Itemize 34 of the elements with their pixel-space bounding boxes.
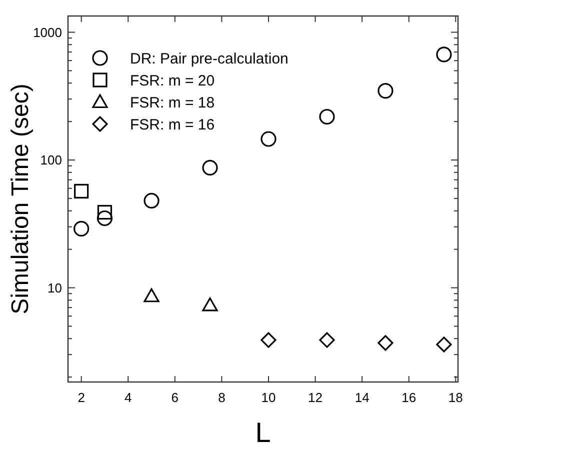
point [202, 297, 218, 312]
point [436, 336, 452, 352]
point [144, 192, 160, 209]
point [96, 210, 113, 226]
x-tick-label: 2 [78, 390, 85, 405]
legend-label: FSR: m = 18 [130, 94, 215, 112]
point [436, 46, 452, 62]
legend-label: FSR: m = 16 [130, 116, 215, 134]
x-tick-label: 10 [261, 390, 276, 405]
point [202, 160, 218, 176]
point [260, 332, 276, 348]
x-tick-label: 14 [354, 390, 370, 405]
point [319, 108, 335, 125]
x-tick-label: 18 [448, 390, 463, 405]
point [319, 332, 335, 348]
x-tick-label: 8 [218, 390, 226, 405]
point [74, 220, 90, 236]
y-tick-label: 100 [40, 152, 62, 168]
x-tick-label: 4 [124, 390, 132, 405]
x-tick-label: 12 [308, 390, 323, 405]
y-tick-label: 1000 [33, 24, 62, 40]
point [74, 184, 89, 198]
y-tick-label: 10 [48, 280, 62, 296]
x-tick-label: 16 [402, 390, 416, 405]
point [378, 335, 394, 351]
point [144, 288, 160, 302]
legend-label: DR: Pair pre-calculation [130, 50, 288, 68]
legend-label: FSR: m = 20 [130, 72, 215, 90]
x-tick-label: 6 [171, 390, 179, 405]
x-axis-title: L [255, 417, 271, 448]
point [260, 131, 276, 147]
point [97, 204, 112, 220]
y-axis-title: Simulation Time (sec) [7, 84, 34, 314]
point [378, 83, 394, 99]
